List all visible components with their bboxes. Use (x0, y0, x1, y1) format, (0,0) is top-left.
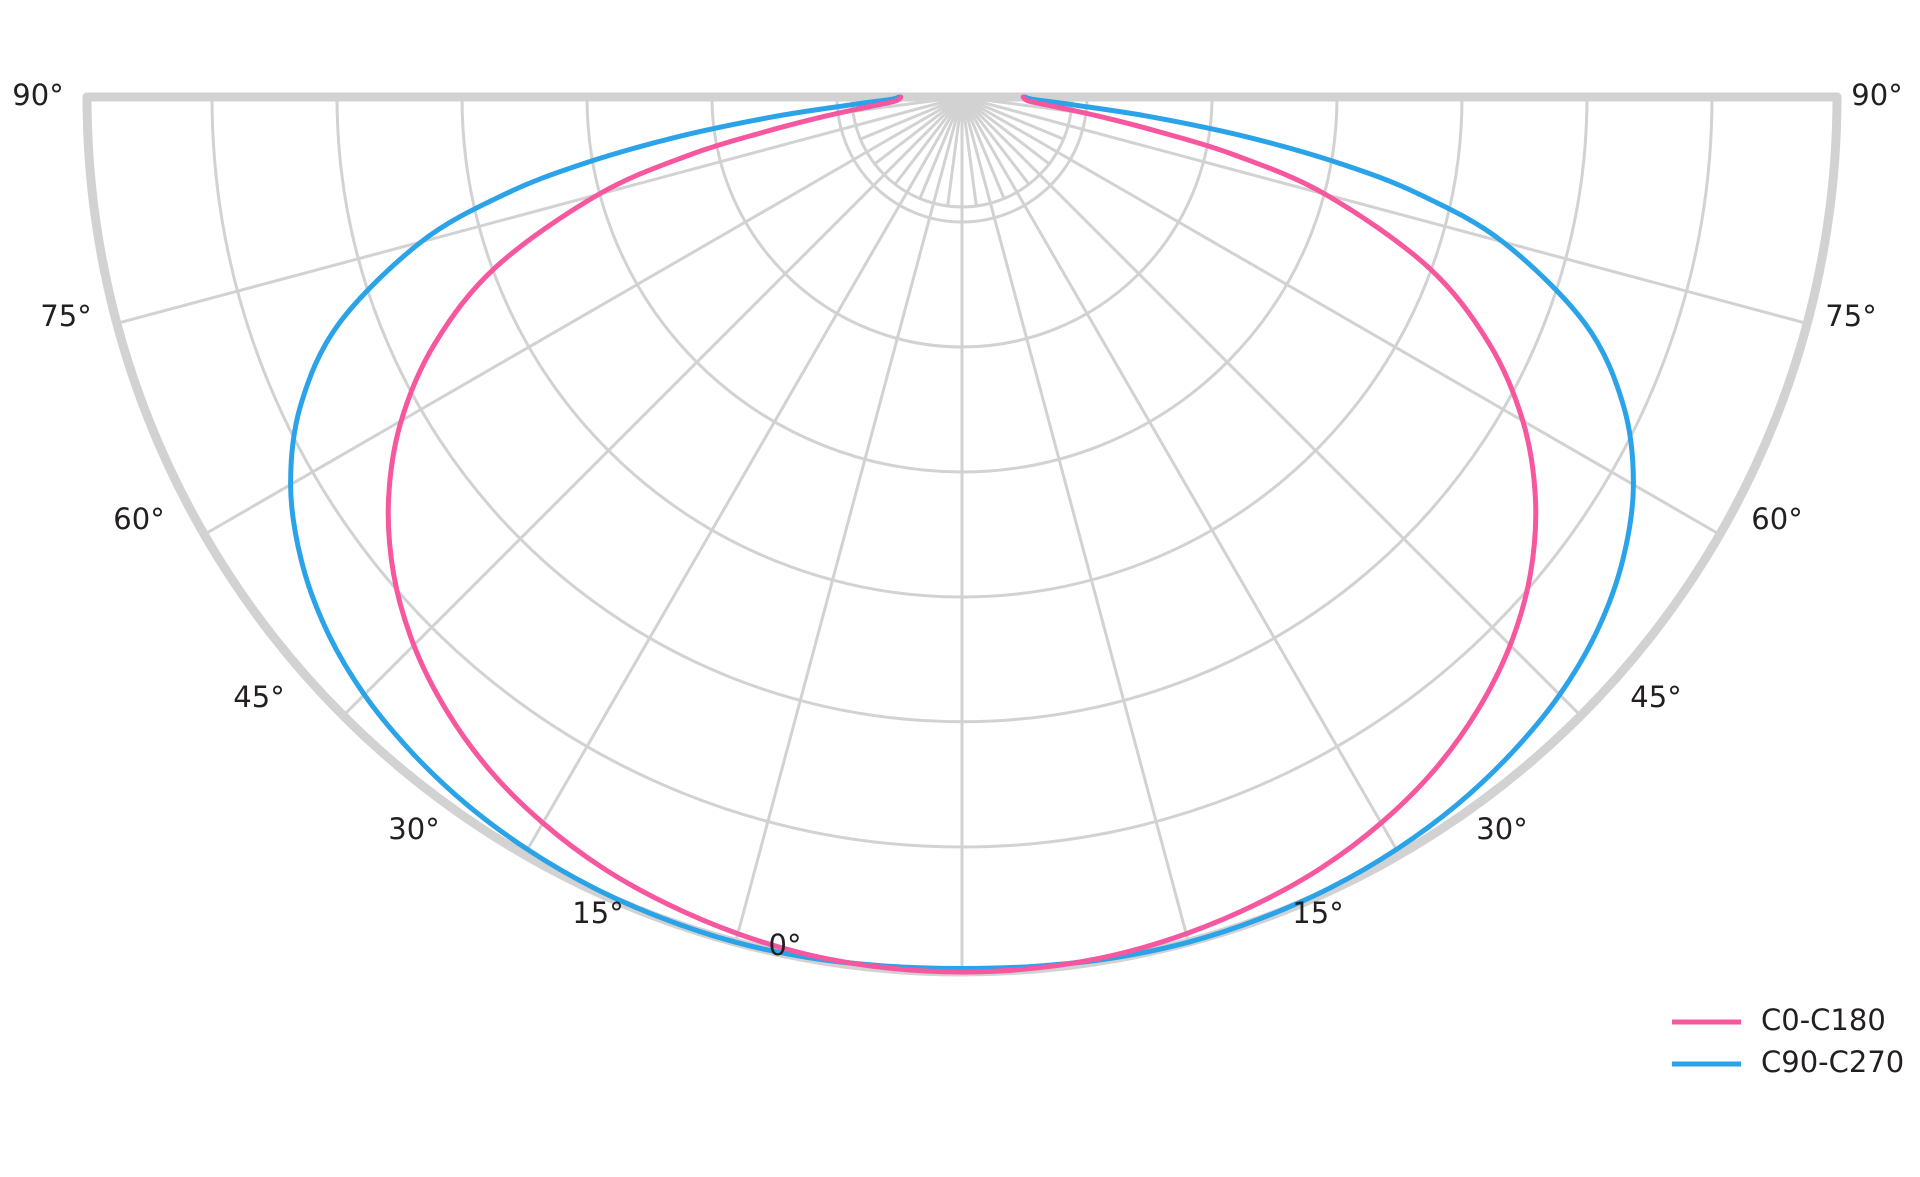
angle-label-right-60deg: 60° (1751, 502, 1802, 536)
grid-spoke (960, 95, 1190, 944)
grid-spoke (960, 95, 1809, 325)
angle-tick-labels: 90° 75° 60° 45° 30° 15° 0° 90° 75° 60° 45° 30° 15° (12, 78, 1902, 962)
grid-spoke-minor (946, 95, 964, 208)
grid-spoke (734, 95, 964, 944)
grid-spoke (523, 95, 964, 857)
intensity-curve-c0-c180 (385, 94, 1539, 975)
legend-label-c0-c180: C0-C180 (1761, 1003, 1886, 1037)
grid-spoke-minor (960, 95, 978, 208)
grid-spoke-minor (960, 95, 1066, 141)
grid-spoke-minor (960, 95, 1031, 186)
angle-label-right-15deg: 15° (1292, 896, 1343, 930)
grid-spoke-minor (873, 95, 964, 166)
legend-label-c90-c270: C90-C270 (1761, 1045, 1904, 1079)
grid-spoke-minor (918, 95, 964, 201)
angle-label-right-75deg: 75° (1825, 299, 1876, 333)
intensity-curve-c90-c270 (288, 94, 1636, 971)
angle-label-left-90deg: 90° (12, 78, 63, 112)
grid-spoke-minor (960, 95, 1006, 201)
grid-spoke-minor (858, 95, 964, 141)
polar-grid (82, 92, 1842, 977)
grid-spoke-minor (960, 95, 1051, 166)
legend-item-c90-c270[interactable]: C90-C270 (1672, 1045, 1904, 1079)
grid-spoke-minor (960, 95, 1073, 113)
grid-spoke-minor (851, 95, 964, 113)
grid-spoke (341, 95, 964, 718)
grid-ring-inner (850, 95, 1074, 209)
angle-label-left-75deg: 75° (40, 299, 91, 333)
grid-spoke (960, 95, 1722, 536)
grid-spoke-minor (893, 95, 964, 186)
angle-label-right-30deg: 30° (1476, 812, 1527, 846)
angle-label-left-15deg: 15° (572, 896, 623, 930)
angle-label-left-0deg: 0° (769, 928, 802, 962)
grid-spoke (115, 95, 964, 325)
angle-label-left-30deg: 30° (388, 812, 439, 846)
grid-spoke (202, 95, 964, 536)
grid-spoke (960, 95, 1583, 718)
angle-label-left-60deg: 60° (113, 502, 164, 536)
grid-spoke (960, 95, 1401, 857)
angle-label-right-90deg: 90° (1851, 78, 1902, 112)
chart-legend[interactable]: C0-C180 C90-C270 (1672, 1003, 1904, 1079)
intensity-curves (288, 94, 1636, 975)
angle-label-left-45deg: 45° (233, 680, 284, 714)
angle-label-right-45deg: 45° (1630, 680, 1681, 714)
legend-item-c0-c180[interactable]: C0-C180 (1672, 1003, 1886, 1037)
